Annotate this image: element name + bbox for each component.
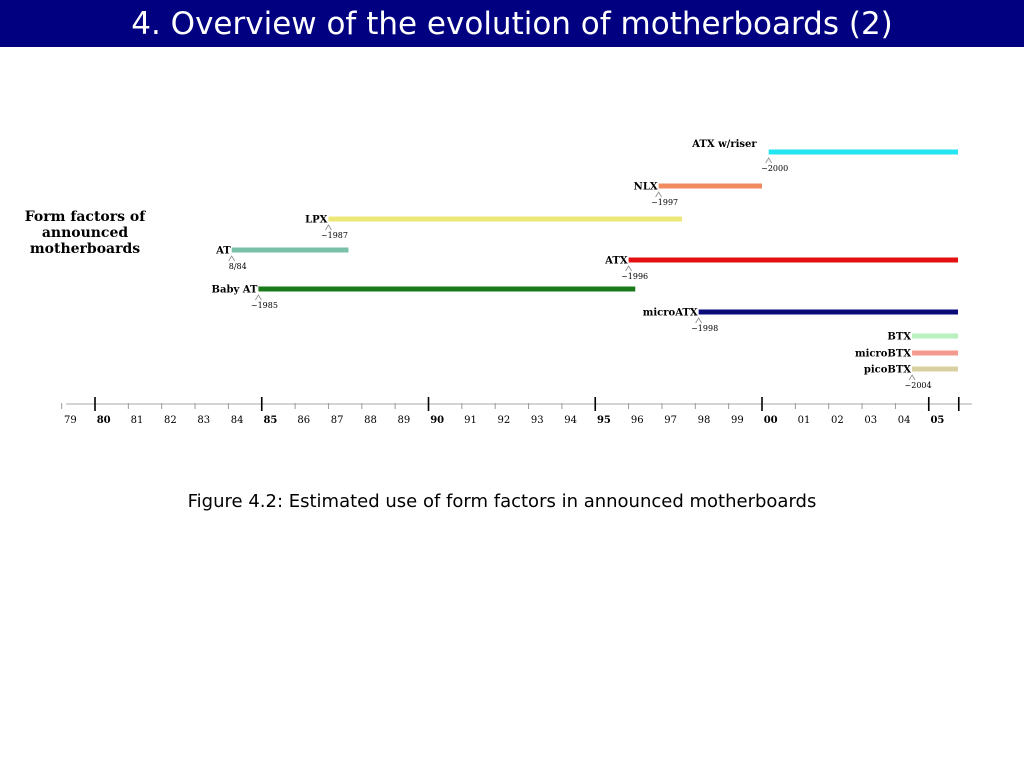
slide-title: 4. Overview of the evolution of motherbo…	[131, 6, 893, 42]
tick-label-83: 83	[197, 415, 210, 426]
figure-caption: Figure 4.2: Estimated use of form factor…	[187, 491, 817, 512]
series-label-lpx: LPX	[305, 215, 328, 226]
tick-label-04: 04	[898, 415, 911, 426]
start-label-picobtx: ~2004	[905, 381, 932, 390]
tick-label-95: 95	[597, 415, 611, 426]
bar-at	[231, 247, 349, 253]
tick-label-82: 82	[164, 415, 177, 426]
series-label-at: AT	[215, 246, 231, 257]
tick-label-79: 79	[64, 415, 77, 426]
tick-label-03: 03	[864, 415, 877, 426]
tick-label-86: 86	[297, 415, 310, 426]
bar-baby-at	[258, 286, 636, 292]
series-label-nlx: NLX	[634, 182, 658, 193]
timeline-axis: 79 80 81 82 83 84 85 86 87 88 89 90 91 92 93 94 95 96 97 98…	[61, 397, 972, 426]
tick-label-91: 91	[464, 415, 477, 426]
series-label-baby-at: Baby AT	[212, 285, 258, 296]
tick-label-00: 00	[764, 415, 778, 426]
start-marker-atx	[625, 265, 632, 272]
tick-label-01: 01	[798, 415, 811, 426]
series-label-btx: BTX	[887, 332, 911, 343]
series-label-picobtx: picoBTX	[864, 365, 911, 376]
tick-label-02: 02	[831, 415, 844, 426]
tick-label-97: 97	[664, 415, 677, 426]
start-label-nlx: ~1997	[651, 198, 678, 207]
form-factor-timeline-chart: 79 80 81 82 83 84 85 86 87 88 89 90 91 92 93 94 95 96 97 98…	[61, 139, 972, 426]
tick-label-98: 98	[698, 415, 711, 426]
chart-side-label: Form factors of announced motherboards	[20, 209, 150, 257]
start-marker-at	[228, 255, 236, 262]
tick-label-92: 92	[498, 415, 511, 426]
start-label-at: 8/84	[229, 262, 247, 271]
tick-label-90: 90	[430, 415, 444, 426]
side-label-line-2: announced	[41, 225, 129, 241]
tick-label-81: 81	[131, 415, 144, 426]
start-label-microatx: ~1998	[691, 324, 718, 333]
tick-label-99: 99	[731, 415, 744, 426]
tick-label-87: 87	[331, 415, 344, 426]
series-label-microbtx: microBTX	[855, 349, 911, 360]
series-label-atx: ATX	[604, 256, 628, 267]
title-bar: 4. Overview of the evolution of motherbo…	[0, 0, 1024, 47]
tick-label-88: 88	[364, 415, 377, 426]
tick-label-05: 05	[930, 415, 944, 426]
bar-picobtx	[912, 366, 958, 372]
tick-label-80: 80	[97, 415, 111, 426]
tick-label-84: 84	[231, 415, 244, 426]
tick-label-89: 89	[397, 415, 410, 426]
tick-label-93: 93	[531, 415, 544, 426]
tick-label-85: 85	[263, 415, 277, 426]
start-label-baby-at: ~1985	[251, 301, 278, 310]
start-label-lpx: ~1987	[321, 231, 348, 240]
bar-lpx	[328, 216, 682, 222]
start-marker-atx-w-riser	[765, 157, 773, 164]
start-marker-picobtx	[908, 374, 916, 381]
timeline-bars: ATX w/riser ~2000 NLX ~1997 LPX ~1987 AT 8/84 AT…	[212, 139, 958, 390]
series-label-microatx: microATX	[643, 308, 698, 319]
bar-nlx	[658, 183, 762, 189]
bar-atx-w-riser	[768, 149, 958, 155]
side-label-line-3: motherboards	[29, 241, 141, 257]
side-label-line-1: Form factors of	[24, 209, 146, 225]
bar-microbtx	[912, 350, 958, 356]
bar-btx	[912, 333, 958, 339]
series-label-atx-w-riser: ATX w/riser	[691, 139, 757, 150]
start-marker-lpx	[325, 224, 332, 231]
bar-microatx	[698, 309, 958, 315]
start-marker-nlx	[655, 191, 662, 198]
start-marker-baby-at	[255, 294, 262, 301]
start-marker-microatx	[695, 317, 702, 324]
tick-label-96: 96	[631, 415, 644, 426]
start-label-atx: ~1996	[621, 272, 648, 281]
start-label-atx-w-riser: ~2000	[761, 164, 788, 173]
bar-atx	[628, 257, 958, 263]
tick-label-94: 94	[564, 415, 577, 426]
